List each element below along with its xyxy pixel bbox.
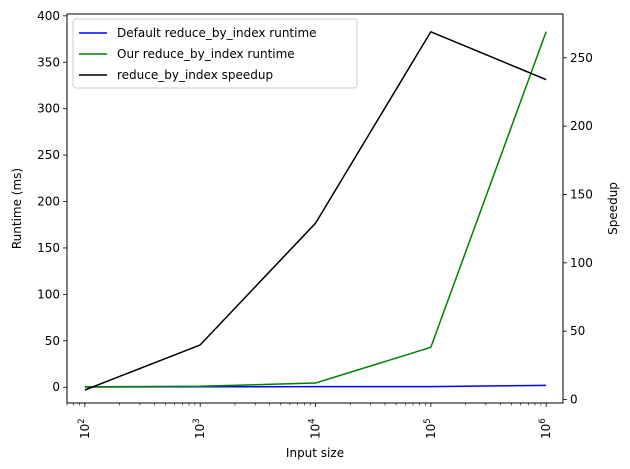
plot-frame [66,13,564,404]
y-right-tick-label: 250 [570,51,593,65]
y-right-tick-label: 100 [570,256,593,270]
axis-layer: 1021031041051060501001502002503003504000… [37,9,593,439]
y-axis-right-label: Speedup [606,182,620,235]
y-right-tick-label: 200 [570,119,593,133]
y-left-tick-label: 300 [37,102,60,116]
series-line [84,31,547,388]
y-right-tick-label: 150 [570,187,593,201]
legend: Default reduce_by_index runtime Our reduc… [72,18,358,89]
y-left-tick-label: 400 [37,9,60,23]
y-left-tick-label: 100 [37,287,60,301]
y-left-tick-label: 50 [45,334,60,348]
x-axis-label: Input size [286,446,344,460]
y-right-tick-label: 0 [570,393,578,407]
legend-label: Our reduce_by_index runtime [117,47,295,61]
legend-label: Default reduce_by_index runtime [117,26,317,40]
y-axis-left-label: Runtime (ms) [10,168,24,249]
y-left-tick-label: 250 [37,148,60,162]
series-line [84,31,547,391]
y-right-tick-label: 50 [570,324,585,338]
legend-box [72,18,358,89]
y-left-tick-label: 150 [37,241,60,255]
plot-layer [84,31,547,391]
y-left-tick-label: 350 [37,55,60,69]
y-left-tick-label: 0 [52,380,60,394]
y-left-tick-label: 200 [37,195,60,209]
legend-label: reduce_by_index speedup [117,68,273,82]
